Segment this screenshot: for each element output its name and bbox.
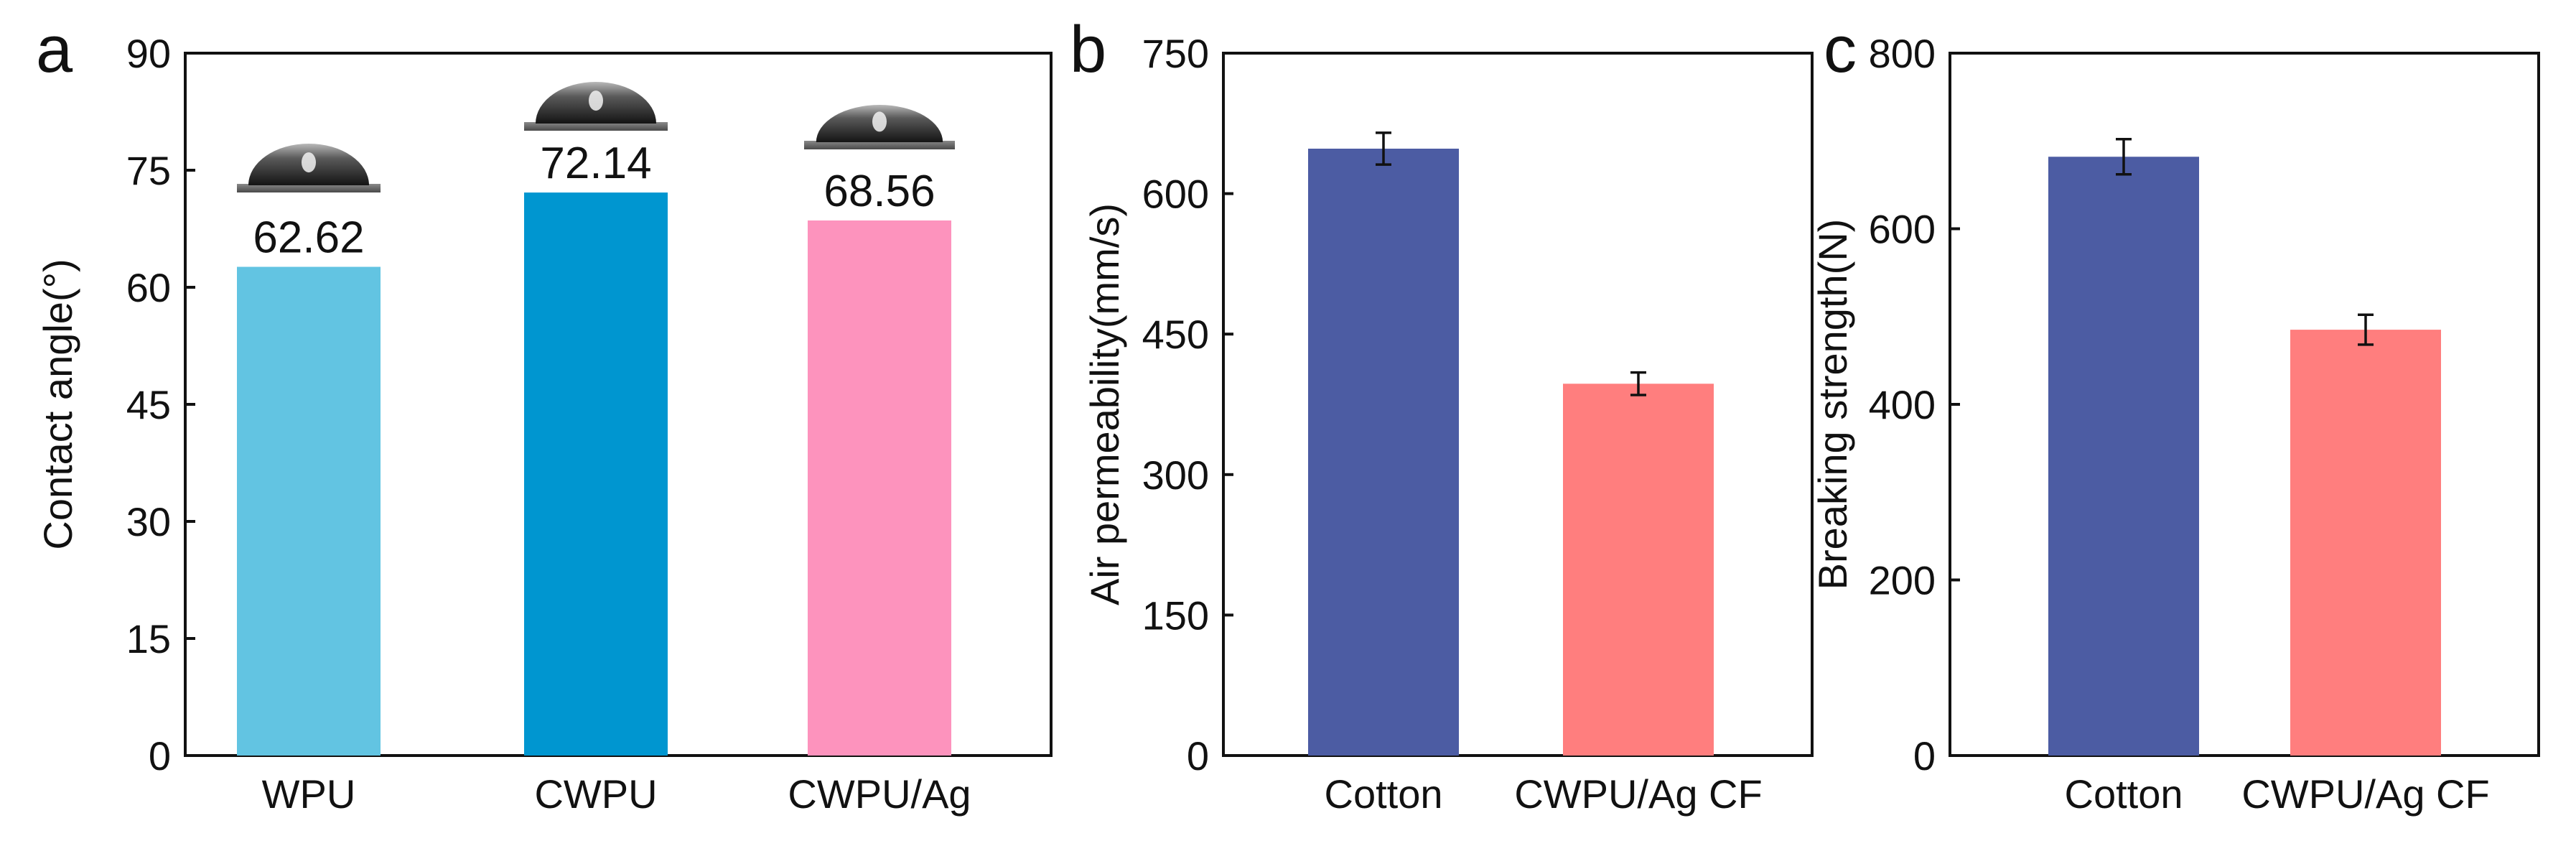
- ytick-label-b-2: 300: [1142, 452, 1209, 498]
- panel-letter-a: a: [36, 13, 73, 86]
- category-label-a-0: WPU: [262, 771, 356, 817]
- ytick-label-a-3: 45: [126, 382, 171, 427]
- panel-letter-c: c: [1824, 13, 1857, 86]
- errors-b: [1376, 131, 1646, 396]
- panel-letter-b: b: [1070, 13, 1106, 86]
- ylabel-b: Air permeability(mm/s): [1082, 203, 1127, 605]
- ytick-label-a-0: 0: [149, 733, 171, 779]
- bar-a-cwpu: [524, 192, 668, 756]
- bar-a-wpu: [237, 266, 381, 756]
- bar-c-cotton: [2048, 157, 2199, 756]
- datalabels-a: 62.62 72.14 68.56: [253, 139, 935, 262]
- ytick-label-b-5: 750: [1142, 31, 1209, 76]
- ytick-label-b-0: 0: [1187, 733, 1209, 779]
- ytick-label-a-6: 90: [126, 31, 171, 76]
- panel-a: a 0 15 30 45 60 75 90 62.62 72.14 68.56 WPU CWPU C…: [35, 13, 1053, 817]
- bar-c-cwpu-ag-cf: [2290, 330, 2441, 756]
- ylabel-c: Breaking strength(N): [1810, 219, 1855, 590]
- data-label-a-0: 62.62: [253, 213, 364, 263]
- panel-c: c 0 200 400 600 800 Cotton CWPU/Ag CF Breakin…: [1810, 13, 2540, 817]
- data-label-a-1: 72.14: [540, 139, 651, 188]
- panel-b: b 0 150 300 450 600 750 Cotton CWPU/Ag CF Air …: [1070, 13, 1814, 817]
- ticks-a: 0 15 30 45 60 75 90: [126, 31, 195, 779]
- error-bar-c-0: [2116, 138, 2132, 176]
- error-bar-c-1: [2358, 313, 2374, 346]
- category-label-a-1: CWPU: [534, 771, 657, 817]
- ytick-label-a-1: 15: [126, 616, 171, 661]
- category-label-c-0: Cotton: [2065, 771, 2183, 817]
- ylabel-a: Contact angle(°): [35, 259, 80, 549]
- ticks-c: 0 200 400 600 800: [1869, 31, 1960, 779]
- bars-c: [2048, 157, 2441, 756]
- droplet-photo-2: [804, 105, 955, 149]
- data-label-a-2: 68.56: [823, 167, 935, 216]
- bar-b-cotton: [1308, 149, 1459, 756]
- error-bar-b-1: [1630, 371, 1646, 396]
- bars-b: [1308, 149, 1714, 756]
- ytick-label-b-4: 600: [1142, 172, 1209, 217]
- plot-frame-c: [1949, 52, 2540, 757]
- ytick-label-a-5: 75: [126, 148, 171, 193]
- ytick-label-c-2: 400: [1869, 382, 1936, 427]
- bar-a-cwpu-ag: [808, 220, 951, 756]
- droplet-photo-1: [524, 82, 668, 131]
- ytick-label-c-3: 600: [1869, 207, 1936, 252]
- category-label-b-0: Cotton: [1325, 771, 1443, 817]
- ytick-label-c-0: 0: [1913, 733, 1936, 779]
- ytick-label-b-3: 450: [1142, 312, 1209, 357]
- ytick-label-c-4: 800: [1869, 31, 1936, 76]
- category-label-c-1: CWPU/Ag CF: [2241, 771, 2489, 817]
- droplets-a: [237, 82, 955, 192]
- bar-b-cwpu-ag-cf: [1563, 384, 1714, 756]
- category-label-b-1: CWPU/Ag CF: [1514, 771, 1762, 817]
- cats-a: WPU CWPU CWPU/Ag: [262, 771, 971, 817]
- error-bar-b-0: [1376, 131, 1391, 166]
- cats-c: Cotton CWPU/Ag CF: [2065, 771, 2490, 817]
- ytick-label-b-1: 150: [1142, 593, 1209, 638]
- droplet-photo-0: [237, 144, 381, 192]
- ytick-label-a-2: 30: [126, 499, 171, 544]
- bars-a: [237, 192, 951, 756]
- category-label-a-2: CWPU/Ag: [788, 771, 971, 817]
- cats-b: Cotton CWPU/Ag CF: [1325, 771, 1763, 817]
- errors-c: [2116, 138, 2374, 346]
- plot-frame-b: [1222, 52, 1814, 757]
- ytick-label-a-4: 60: [126, 265, 171, 310]
- ytick-label-c-1: 200: [1869, 558, 1936, 603]
- ticks-b: 0 150 300 450 600 750: [1142, 31, 1233, 779]
